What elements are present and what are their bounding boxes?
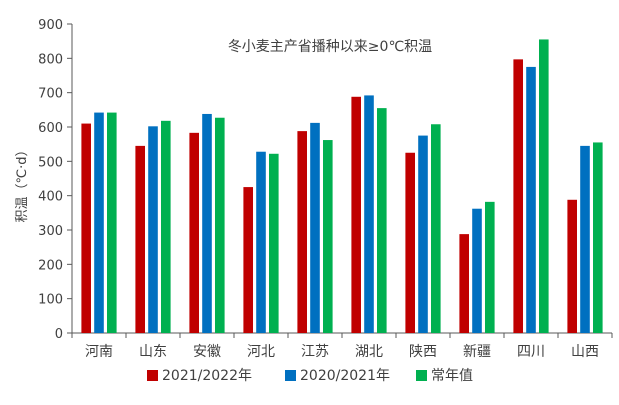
- bar: [215, 117, 225, 333]
- bar: [472, 208, 482, 333]
- bar: [459, 234, 469, 333]
- bar: [256, 151, 266, 333]
- bar: [580, 145, 590, 333]
- chart-legend: 2021/2022年 2020/2021年 常年值: [147, 368, 473, 384]
- bar: [310, 122, 320, 333]
- bar: [202, 113, 212, 333]
- bar: [418, 135, 428, 333]
- bar: [148, 126, 158, 334]
- chart-title: 冬小麦主产省播种以来≥0℃积温: [228, 39, 432, 55]
- bar: [323, 140, 333, 333]
- y-tick-label: 100: [38, 293, 63, 308]
- bar: [431, 124, 441, 334]
- y-axis-label: 积温（℃·d）: [15, 144, 30, 223]
- legend-label: 2021/2022年: [162, 368, 252, 384]
- bar: [364, 95, 374, 333]
- y-tick-label: 0: [55, 327, 63, 342]
- bar: [297, 131, 307, 333]
- x-tick-label: 湖北: [355, 344, 383, 360]
- x-tick-label: 四川: [517, 344, 545, 360]
- y-tick-label: 400: [38, 190, 63, 205]
- y-tick-label: 300: [38, 224, 63, 239]
- x-tick-label: 安徽: [193, 344, 221, 360]
- bar: [107, 112, 117, 333]
- bar: [351, 96, 361, 333]
- y-tick-label: 700: [38, 87, 63, 102]
- legend-swatch: [147, 370, 158, 381]
- legend-swatch: [416, 370, 427, 381]
- y-tick-label: 800: [38, 52, 63, 67]
- y-tick-label: 200: [38, 258, 63, 273]
- bar: [539, 39, 549, 333]
- bar: [94, 112, 104, 333]
- bar: [377, 108, 387, 333]
- x-tick-label: 河北: [247, 344, 275, 360]
- bar: [189, 132, 199, 333]
- y-tick-label: 600: [38, 121, 63, 136]
- legend-label: 常年值: [431, 368, 473, 384]
- bar: [405, 152, 415, 333]
- x-tick-label: 山东: [139, 344, 167, 360]
- bar: [135, 145, 145, 333]
- bar: [243, 187, 253, 333]
- chart-bars: [81, 39, 603, 334]
- y-tick-label: 500: [38, 155, 63, 170]
- bar: [81, 123, 91, 333]
- x-tick-label: 山西: [571, 344, 599, 360]
- bar: [593, 142, 603, 333]
- bar: [485, 201, 495, 333]
- chart-axes: 0 100 200 300 400 500 600 700 800 900 河南 山东 安徽 河北 江苏 湖北…: [38, 18, 613, 360]
- legend-label: 2020/2021年: [300, 368, 390, 384]
- bar: [269, 153, 279, 333]
- bar: [161, 120, 171, 333]
- x-tick-label: 陕西: [409, 344, 437, 360]
- x-tick-label: 江苏: [301, 344, 329, 360]
- legend-swatch: [285, 370, 296, 381]
- x-tick-label: 新疆: [463, 344, 491, 360]
- bar: [526, 66, 536, 334]
- x-tick-label: 河南: [85, 344, 113, 360]
- bar: [567, 199, 577, 333]
- bar: [513, 59, 523, 333]
- y-tick-label: 900: [38, 18, 63, 33]
